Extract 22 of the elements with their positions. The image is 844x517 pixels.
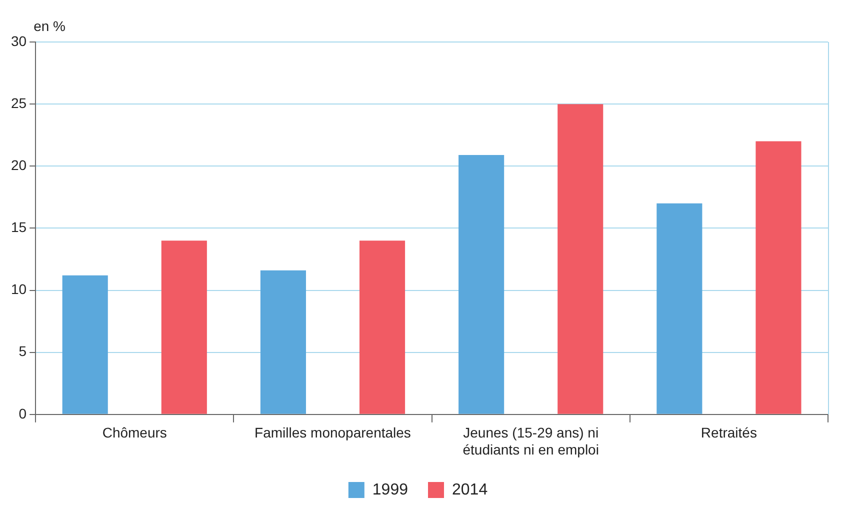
legend-label: 2014 [452,481,488,498]
bar [62,275,108,414]
x-tick-label: Familles monoparentales [254,424,411,441]
y-tick-label: 25 [10,94,27,111]
x-tick-label: Jeunes (15-29 ans) ni étudiants ni en emploi [462,424,599,458]
y-tick-label: 10 [10,281,27,298]
y-tick-label: 0 [18,405,27,422]
bar [161,240,207,414]
x-tick-label: Chômeurs [102,424,167,441]
y-tick-label: 20 [10,156,27,173]
y-tick-label: 15 [10,219,27,236]
y-axis-title: en % [34,18,66,34]
bar [558,104,604,414]
bar [656,203,702,414]
legend-label: 1999 [372,481,408,498]
y-tick-label: 30 [10,32,27,49]
x-tick-label: Retraités [700,424,757,441]
bar [458,154,504,414]
bar [260,270,306,414]
bar [359,240,406,414]
bar [756,141,802,414]
y-tick-label: 5 [18,343,27,360]
